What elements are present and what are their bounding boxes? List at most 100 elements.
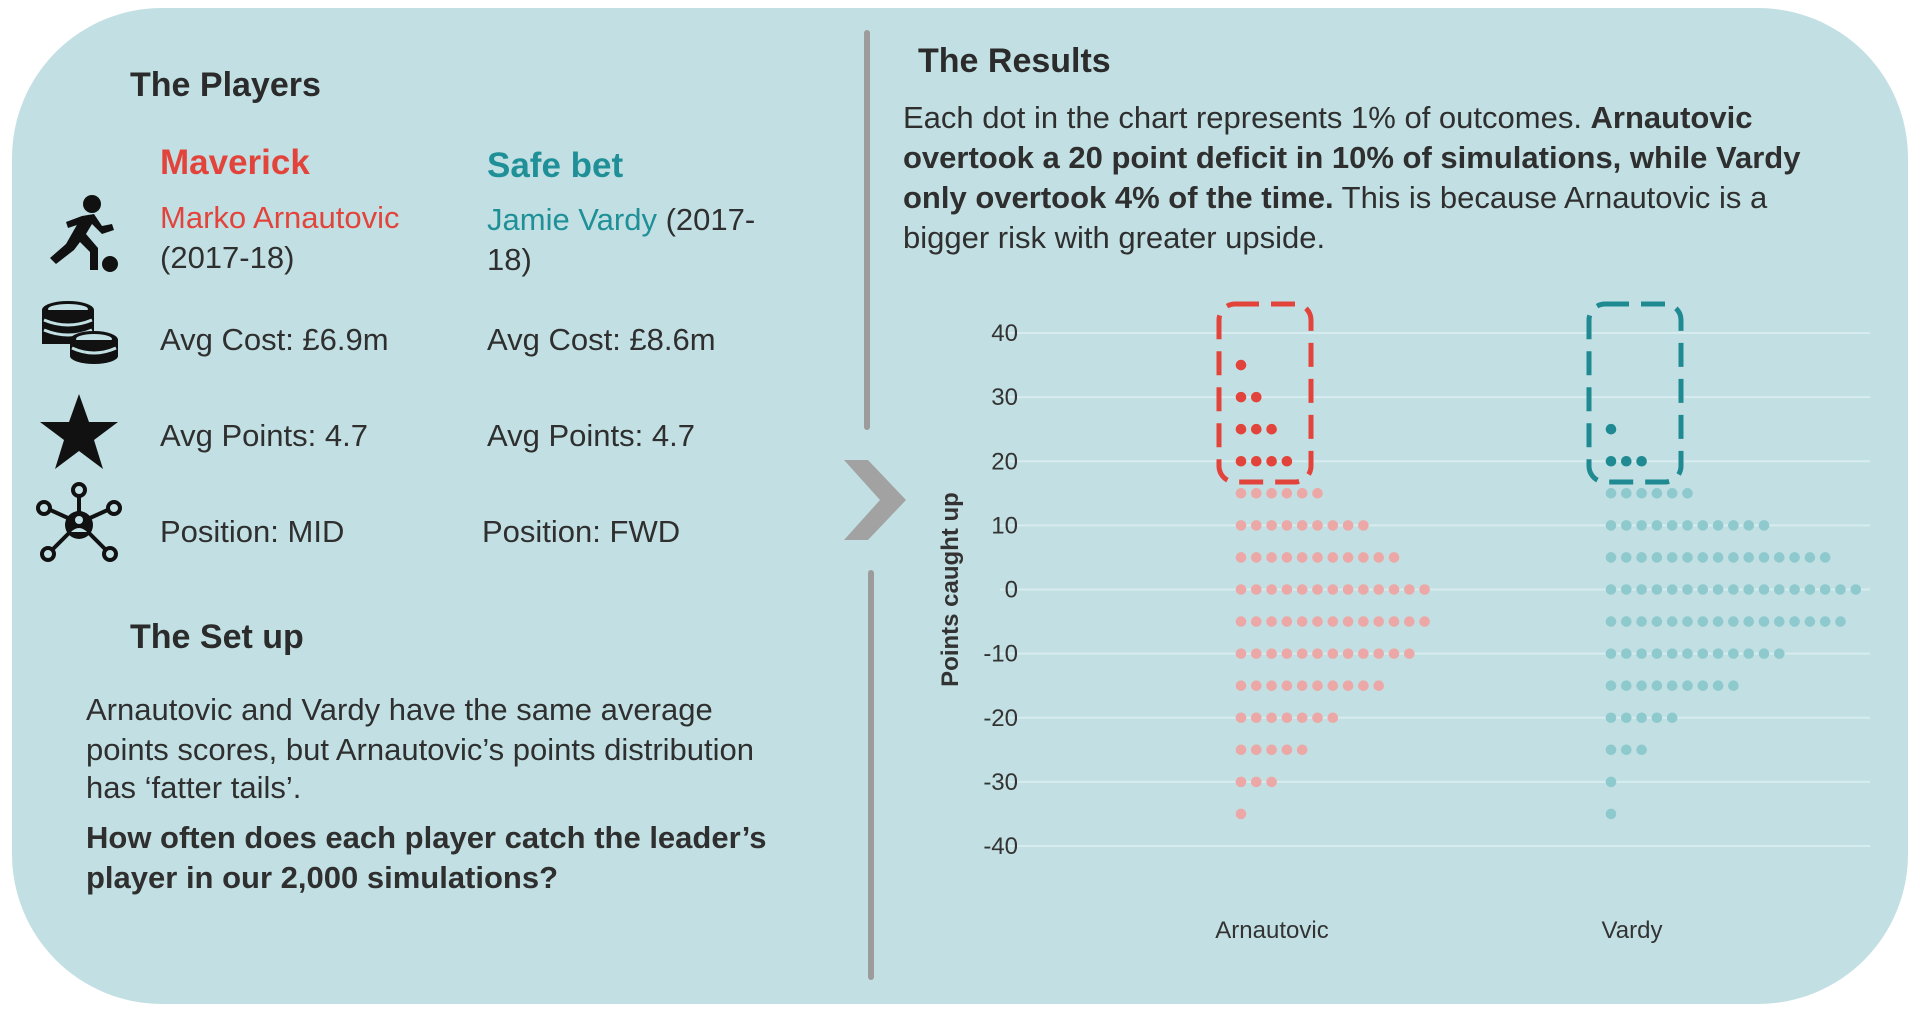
dot-arnautovic: [1235, 423, 1247, 435]
safe-bet-name: Jamie Vardy: [487, 202, 657, 237]
highlight-box-arnautovic: [1216, 301, 1314, 485]
dot-arnautovic: [1266, 616, 1277, 627]
dot-arnautovic: [1342, 584, 1354, 595]
dot-vardy: [1712, 648, 1724, 659]
dot-arnautovic: [1327, 552, 1339, 563]
safe-bet-label: Safe bet: [487, 146, 624, 185]
dot-vardy: [1666, 584, 1678, 595]
dot-vardy: [1743, 520, 1754, 531]
dot-arnautovic: [1281, 744, 1293, 756]
maverick-position: Position: MID: [160, 514, 345, 549]
dot-vardy: [1774, 648, 1785, 659]
setup-heading: The Set up: [130, 618, 304, 656]
dot-arnautovic: [1266, 712, 1277, 724]
dot-arnautovic: [1296, 744, 1308, 756]
dot-arnautovic: [1266, 776, 1277, 788]
dot-arnautovic: [1266, 488, 1277, 499]
dot-vardy: [1605, 455, 1617, 467]
safe-bet-cost: Avg Cost: £8.6m: [487, 322, 716, 357]
star-icon: [40, 394, 118, 469]
dot-arnautovic: [1358, 552, 1369, 563]
dot-arnautovic: [1312, 552, 1323, 563]
dot-vardy: [1712, 552, 1724, 563]
dot-vardy: [1605, 552, 1617, 563]
dot-arnautovic: [1388, 616, 1400, 627]
dot-arnautovic: [1266, 680, 1277, 691]
dot-arnautovic: [1235, 584, 1247, 595]
dot-arnautovic: [1419, 584, 1430, 595]
divider-top: [864, 30, 870, 430]
dot-vardy: [1651, 616, 1663, 627]
dot-arnautovic: [1235, 648, 1247, 659]
dot-arnautovic: [1388, 552, 1400, 563]
setup-question-2: player in our 2,000 simulations?: [86, 860, 559, 895]
dot-vardy: [1835, 616, 1846, 627]
y-tick-label: 40: [991, 320, 1018, 347]
dot-vardy: [1666, 552, 1678, 563]
dot-arnautovic: [1327, 520, 1339, 531]
dot-arnautovic: [1251, 552, 1262, 563]
dot-vardy: [1651, 488, 1663, 499]
dot-vardy: [1804, 552, 1816, 563]
dot-arnautovic: [1235, 680, 1247, 691]
highlight-box-vardy: [1586, 301, 1684, 485]
dot-arnautovic: [1281, 488, 1293, 499]
dot-vardy: [1743, 552, 1754, 563]
dot-vardy: [1605, 423, 1617, 435]
dot-arnautovic: [1251, 423, 1262, 435]
dot-vardy: [1621, 584, 1632, 595]
dot-vardy: [1743, 648, 1754, 659]
dot-vardy: [1774, 552, 1785, 563]
y-tick-label: -20: [983, 705, 1018, 732]
dot-arnautovic: [1358, 648, 1369, 659]
dot-arnautovic: [1281, 520, 1293, 531]
dot-vardy: [1758, 520, 1770, 531]
dot-arnautovic: [1251, 488, 1262, 499]
dot-arnautovic: [1266, 455, 1277, 467]
dot-vardy: [1804, 616, 1816, 627]
dot-vardy: [1712, 616, 1724, 627]
dot-vardy: [1682, 584, 1693, 595]
y-tick-label: 30: [991, 384, 1018, 411]
dot-arnautovic: [1235, 488, 1247, 499]
safe-bet-position: Position: FWD: [482, 514, 681, 549]
dot-vardy: [1636, 520, 1647, 531]
dot-arnautovic: [1373, 584, 1384, 595]
background-panel: [12, 8, 1908, 1004]
dot-arnautovic: [1251, 648, 1262, 659]
dot-vardy: [1605, 680, 1617, 691]
dot-arnautovic: [1235, 552, 1247, 563]
dot-vardy: [1758, 584, 1770, 595]
dot-arnautovic: [1235, 712, 1247, 724]
dot-arnautovic: [1251, 616, 1262, 627]
dot-arnautovic: [1281, 648, 1293, 659]
results-line-1: Each dot in the chart represents 1% of o…: [903, 100, 1753, 135]
results-heading: The Results: [918, 42, 1111, 80]
safe-bet-years-cont: 18): [487, 242, 532, 277]
coins-icon: [42, 301, 118, 364]
maverick-points: Avg Points: 4.7: [160, 418, 368, 453]
results-line-4: bigger risk with greater upside.: [903, 220, 1326, 255]
dot-arnautovic: [1235, 616, 1247, 627]
dot-vardy: [1651, 584, 1663, 595]
setup-line-3: has ‘fatter tails’.: [86, 770, 302, 805]
dot-arnautovic: [1312, 488, 1323, 499]
dot-vardy: [1774, 616, 1785, 627]
dot-arnautovic: [1404, 584, 1415, 595]
dot-vardy: [1666, 648, 1678, 659]
dot-vardy: [1682, 616, 1693, 627]
dot-arnautovic: [1266, 744, 1277, 756]
dot-vardy: [1605, 744, 1617, 756]
dot-vardy: [1758, 648, 1770, 659]
dot-vardy: [1789, 584, 1800, 595]
dot-vardy: [1621, 616, 1632, 627]
dot-arnautovic: [1327, 584, 1339, 595]
dot-arnautovic: [1342, 680, 1354, 691]
maverick-years: (2017-18): [160, 240, 295, 275]
dot-vardy: [1666, 520, 1678, 531]
dot-arnautovic: [1327, 680, 1339, 691]
dot-arnautovic: [1266, 584, 1277, 595]
dot-arnautovic: [1327, 616, 1339, 627]
dot-arnautovic: [1373, 680, 1384, 691]
